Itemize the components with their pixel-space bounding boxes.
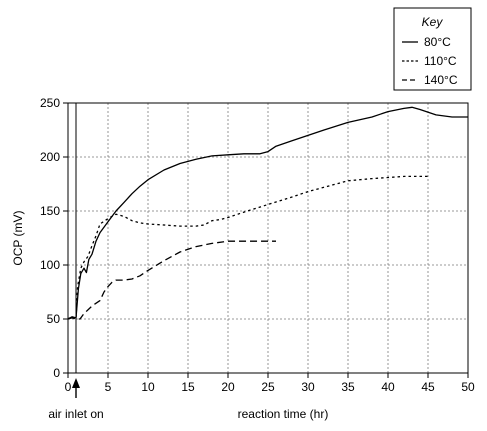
x-tick-label: 5	[105, 380, 112, 394]
y-tick-label: 0	[53, 366, 60, 380]
x-tick-label: 10	[141, 380, 155, 394]
x-tick-label: 35	[341, 380, 355, 394]
air-inlet-arrow-head	[72, 378, 80, 388]
y-tick-label: 50	[47, 312, 61, 326]
x-tick-label: 15	[181, 380, 195, 394]
x-tick-label: 30	[301, 380, 315, 394]
series-lines	[67, 106, 468, 320]
y-tick-label: 100	[40, 258, 60, 272]
x-tick-label: 0	[65, 380, 72, 394]
legend-label-1: 80°C	[424, 35, 451, 49]
y-axis-title: OCP (mV)	[11, 210, 25, 265]
y-tick-label: 250	[40, 96, 60, 110]
y-tick-label: 200	[40, 150, 60, 164]
series-line-2	[67, 175, 428, 320]
legend-title: Key	[422, 15, 444, 29]
x-axis-title: reaction time (hr)	[238, 407, 329, 421]
axis-ticks: 0 5 10 15 20 25 30 35 40 45 50 0 50 100 150 200 250	[40, 96, 475, 394]
air-inlet-label: air inlet on	[48, 407, 103, 421]
x-tick-label: 20	[221, 380, 235, 394]
legend: Key 80°C 110°C 140°C	[393, 7, 472, 91]
legend-box	[393, 7, 472, 91]
legend-label-3: 140°C	[424, 73, 458, 87]
y-tick-label: 150	[40, 204, 60, 218]
x-tick-label: 40	[381, 380, 395, 394]
legend-entries: 80°C 110°C 140°C	[402, 35, 458, 87]
series-line-3	[67, 240, 276, 320]
x-tick-label: 25	[261, 380, 275, 394]
grid-lines	[68, 103, 468, 373]
air-inlet-annotation: air inlet on	[48, 103, 104, 421]
series-line-1	[67, 106, 468, 320]
x-tick-label: 50	[461, 380, 475, 394]
x-tick-label: 45	[421, 380, 435, 394]
legend-label-2: 110°C	[424, 54, 457, 68]
